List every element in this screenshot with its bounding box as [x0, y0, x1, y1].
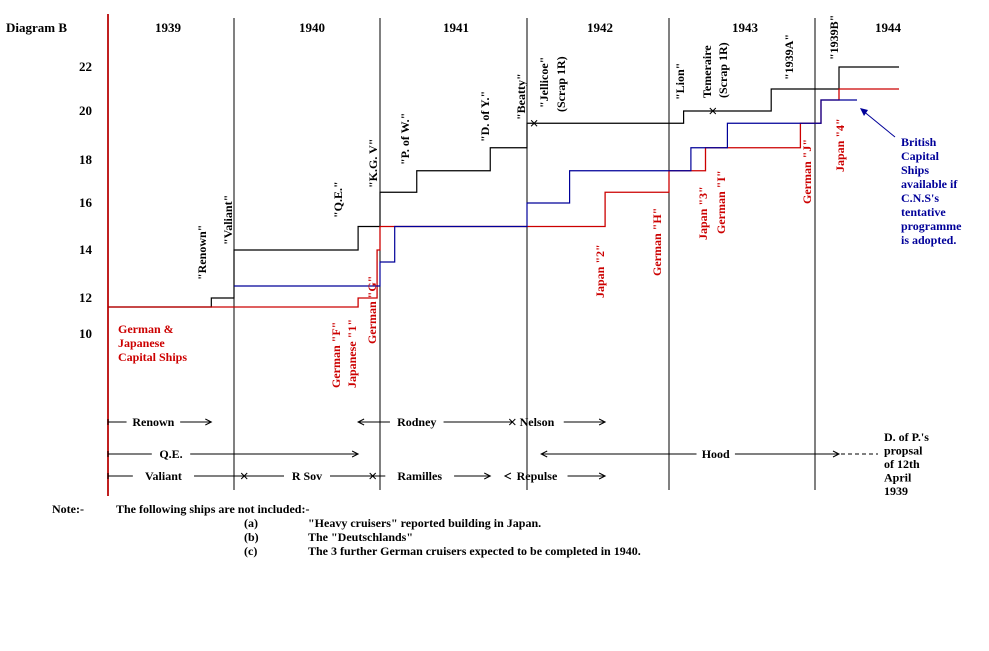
black-annotation: "Valiant": [221, 195, 235, 245]
timeline-label: Repulse: [517, 469, 558, 483]
black-annotation: Temeraire: [700, 45, 714, 98]
black-annotation: (Scrap 1R): [554, 56, 568, 112]
year-label: 1941: [443, 20, 469, 35]
y-tick-label: 16: [79, 195, 93, 210]
ship-annotations: "Renown" "Valiant" "Q.E." "K.G. V" "P. of W.…: [195, 15, 847, 388]
timeline-label: Renown: [132, 415, 174, 429]
blue-legend-line: tentative: [901, 205, 946, 219]
red-annotation: Japanese "1": [345, 319, 359, 388]
proposal-note-line: of 12th: [884, 457, 920, 471]
series-lines: [107, 66, 900, 308]
y-tick-label: 20: [79, 103, 92, 118]
series-line-0: [108, 66, 899, 308]
red-annotation: Japan "3": [696, 186, 710, 240]
timeline-arrowhead: [356, 418, 365, 426]
black-annotation: "Q.E.": [331, 181, 345, 218]
year-label: 1944: [875, 20, 902, 35]
proposal-note-line: 1939: [884, 484, 908, 498]
timeline-label: Hood: [702, 447, 730, 461]
timeline-label: Rodney: [397, 415, 436, 429]
timeline-label: Valiant: [145, 469, 182, 483]
blue-legend-line: available if: [901, 177, 958, 191]
black-annotation: "D. of Y.": [478, 91, 492, 142]
year-labels: 1939 1940 1941 1942 1943 1944: [155, 20, 902, 35]
red-annotation: Japan "2": [593, 244, 607, 298]
black-annotation: "K.G. V": [366, 139, 380, 188]
year-dividers: [107, 14, 816, 496]
black-annotation: "Beatty": [514, 73, 528, 120]
y-tick-label: 22: [79, 59, 92, 74]
y-tick-label: 12: [79, 290, 92, 305]
year-label: 1943: [732, 20, 759, 35]
proposal-note-line: propsal: [884, 444, 923, 458]
scrap-cross-marker: [709, 107, 717, 115]
blue-legend-line: programme: [901, 219, 962, 233]
red-annotation: German "G": [365, 276, 379, 344]
blue-legend-line: Ships: [901, 163, 929, 177]
blue-legend-line: is adopted.: [901, 233, 956, 247]
timeline-cross: [508, 418, 516, 426]
blue-legend-line: British: [901, 135, 937, 149]
timeline-arrowhead: [484, 472, 492, 480]
red-annotation: German "F": [329, 322, 343, 388]
red-legend-line: Japanese: [118, 336, 165, 350]
y-axis-tick-labels: 10 12 14 16 18 20 22: [79, 59, 93, 341]
proposal-note-line: April: [884, 471, 912, 485]
timeline-arrowhead: [598, 472, 607, 480]
timeline-label: R Sov: [292, 469, 322, 483]
red-legend-line: Capital Ships: [118, 350, 187, 364]
year-label: 1942: [587, 20, 613, 35]
timeline-arrowhead: [351, 450, 360, 458]
chart-title: Diagram B: [6, 20, 67, 35]
y-tick-label: 18: [79, 152, 93, 167]
series-line-2: [234, 99, 857, 287]
red-legend-line: German &: [118, 322, 174, 336]
red-annotation: German "H": [650, 208, 664, 276]
black-annotation: "1939A": [782, 34, 796, 80]
red-annotation: German "I": [714, 170, 728, 234]
timeline-label: Nelson: [520, 415, 555, 429]
y-tick-label: 14: [79, 242, 93, 257]
y-tick-label: 10: [79, 326, 92, 341]
timeline-label: Q.E.: [159, 447, 182, 461]
red-annotation: Japan "4": [833, 118, 847, 172]
timeline-arrowhead: [832, 450, 841, 458]
year-label: 1939: [155, 20, 182, 35]
timeline-arrowhead: [205, 418, 213, 426]
timeline-arrowhead: [598, 418, 607, 426]
proposal-note-line: D. of P.'s: [884, 430, 929, 444]
timeline-arrowhead: [503, 472, 512, 480]
red-annotation: German "J": [800, 139, 814, 204]
blue-legend-line: Capital: [901, 149, 940, 163]
blue-legend-pointer: [861, 109, 896, 138]
black-annotation: (Scrap 1R): [716, 42, 730, 98]
year-label: 1940: [299, 20, 325, 35]
black-annotation: "Renown": [195, 225, 209, 280]
timeline-label: Ramilles: [397, 469, 442, 483]
black-annotation: "P. of W.": [398, 113, 412, 165]
black-annotation: "Lion": [673, 63, 687, 100]
scrap-cross-marker: [530, 119, 538, 127]
timeline-arrowhead: [540, 450, 548, 458]
black-annotation: "1939B": [827, 15, 841, 60]
black-annotation: "Jellicoe": [537, 57, 551, 108]
blue-legend-line: C.N.S's: [901, 191, 939, 205]
blue-legend-pointer-head: [860, 108, 868, 116]
ship-timelines: Renown Rodney Nelson Q.E. Hood Valiant R Sov Ra…: [107, 415, 929, 498]
